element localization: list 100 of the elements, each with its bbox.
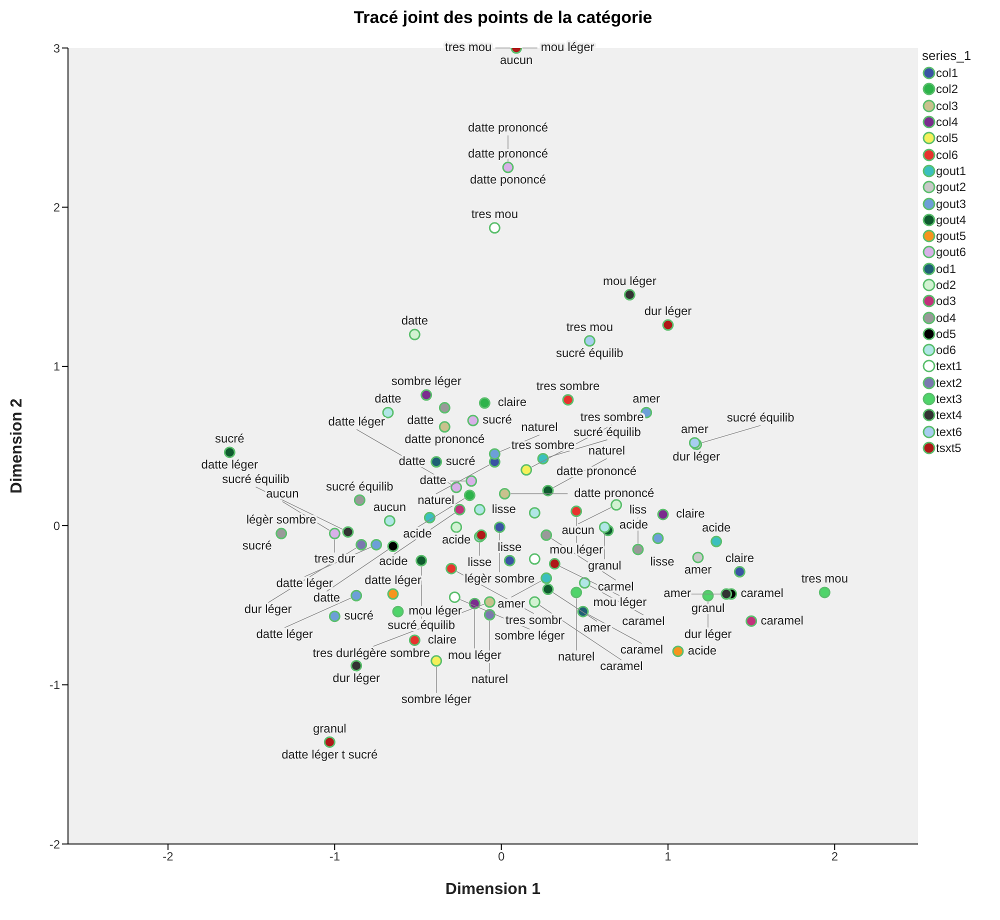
annotation: granul — [691, 600, 725, 615]
legend-label: col4 — [936, 115, 958, 130]
point — [392, 606, 404, 618]
annotation: légèr sombre — [246, 512, 317, 527]
point — [454, 504, 466, 516]
annotation: mou léger — [602, 274, 656, 288]
point — [578, 577, 590, 589]
point — [672, 646, 684, 658]
point — [416, 554, 428, 566]
point — [610, 499, 622, 511]
y-axis-title: Dimension 2 — [8, 398, 26, 494]
point — [584, 335, 596, 347]
annotation: acide — [619, 518, 648, 532]
annotation: amer — [583, 620, 611, 634]
point — [328, 528, 340, 540]
point — [540, 572, 552, 584]
annotation: aucun — [373, 500, 406, 514]
annotation: sucré — [446, 454, 476, 468]
annotation: mou léger — [540, 40, 594, 54]
annotation: acide — [379, 554, 408, 568]
annotation: lisse — [492, 502, 516, 516]
annotation: acide — [702, 520, 732, 535]
legend-label: text1 — [936, 359, 962, 374]
annotation: carmel — [598, 579, 634, 594]
point — [577, 606, 589, 618]
legend-label: col3 — [936, 98, 958, 113]
point — [692, 552, 704, 564]
point — [624, 289, 636, 301]
annotation: datte — [374, 392, 402, 406]
legend-label: text3 — [936, 392, 962, 406]
annotation: datte — [401, 314, 428, 328]
legend-label: od1 — [936, 262, 956, 276]
annotation: sucré équilib — [574, 424, 642, 439]
annotation: naturel — [558, 650, 595, 664]
point — [466, 475, 478, 487]
annotation: claire — [676, 506, 706, 521]
annotation: lisse — [650, 554, 675, 569]
annotation: datte prononcé — [404, 432, 486, 446]
point — [662, 319, 674, 331]
annotation: naturel — [588, 444, 626, 458]
point — [324, 736, 336, 748]
annotation: tres mou — [471, 207, 518, 222]
point — [498, 488, 510, 500]
annotation: amer — [632, 392, 660, 406]
legend-label: col5 — [936, 131, 958, 146]
legend-label: od5 — [936, 326, 956, 341]
legend-label: od4 — [936, 310, 956, 325]
annotation: datte léger — [364, 573, 422, 588]
legend-label: gout3 — [936, 196, 966, 211]
point — [818, 586, 830, 598]
point — [354, 494, 366, 506]
annotation: sucré équilib — [556, 346, 624, 360]
point — [450, 482, 462, 494]
annotation: mou léger — [448, 648, 502, 662]
point — [528, 553, 540, 565]
point — [542, 484, 554, 496]
annotation: légèr sombre — [464, 571, 536, 586]
point — [450, 521, 462, 533]
annotation: tres mou — [444, 40, 492, 54]
annotation: claire — [725, 550, 754, 565]
annotation: dur léger — [672, 450, 720, 464]
point — [328, 610, 340, 622]
legend-label: od6 — [936, 343, 956, 358]
annotation: tres sombre — [580, 410, 644, 424]
annotation: datte léger — [201, 458, 258, 472]
point — [356, 538, 368, 550]
legend-label: text2 — [936, 376, 962, 390]
annotation: datte — [313, 590, 340, 604]
point — [570, 506, 582, 518]
annotation: tres durlégère sombre — [312, 646, 430, 660]
annotation: amer — [680, 422, 708, 436]
legend-label: gout2 — [936, 180, 966, 194]
annotation: sombre léger — [391, 374, 462, 388]
annotation: sombre léger — [494, 628, 565, 642]
point — [484, 609, 496, 620]
annotation: dur léger — [684, 626, 732, 641]
annotation: datte — [420, 473, 447, 488]
annotation: datte prononcé — [574, 486, 655, 500]
legend-label: gout5 — [936, 229, 966, 244]
annotation: dur léger — [644, 304, 692, 318]
point — [350, 660, 362, 672]
annotation: tres sombr — [505, 612, 562, 627]
point — [746, 615, 758, 627]
point — [488, 222, 500, 234]
legend-title: series_1 — [922, 48, 972, 63]
annotation: sucré équilib — [326, 479, 394, 494]
annotation: claire — [428, 632, 457, 646]
point — [438, 421, 450, 433]
legend-label: col1 — [936, 66, 958, 80]
y-tick-label: 1 — [53, 360, 60, 374]
annotation: tres sombre — [511, 438, 575, 452]
annotation: datte léger t sucré — [282, 747, 378, 762]
annotation: dur léger — [332, 670, 380, 685]
legend-label: gout1 — [936, 164, 966, 178]
annotation: caramel — [760, 613, 804, 628]
point — [720, 588, 732, 600]
point — [562, 394, 574, 406]
point — [370, 538, 382, 550]
point — [488, 448, 500, 460]
point — [387, 540, 399, 552]
